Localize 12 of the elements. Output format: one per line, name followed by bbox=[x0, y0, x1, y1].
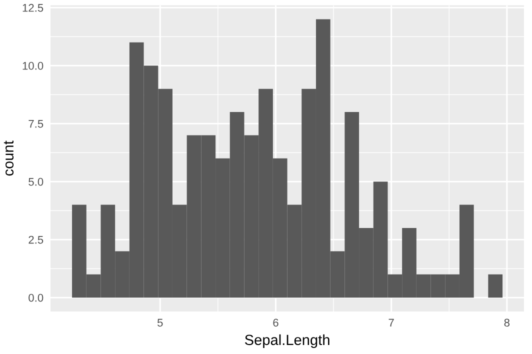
y-tick-label: 12.5 bbox=[22, 4, 44, 12]
y-tick-label: 7.5 bbox=[28, 120, 44, 128]
y-tick-label: 0.0 bbox=[28, 294, 44, 302]
y-tick-label: 10.0 bbox=[22, 62, 44, 70]
x-axis-title: Sepal.Length bbox=[244, 334, 330, 348]
x-tick-label: 6 bbox=[273, 318, 278, 327]
y-axis-title: count bbox=[4, 140, 14, 176]
x-tick-label: 7 bbox=[388, 318, 394, 327]
y-tick-label: 5.0 bbox=[28, 178, 44, 186]
x-tick-label: 5 bbox=[157, 318, 163, 327]
x-tick-label: 8 bbox=[504, 318, 510, 327]
y-tick-label: 2.5 bbox=[28, 236, 44, 244]
